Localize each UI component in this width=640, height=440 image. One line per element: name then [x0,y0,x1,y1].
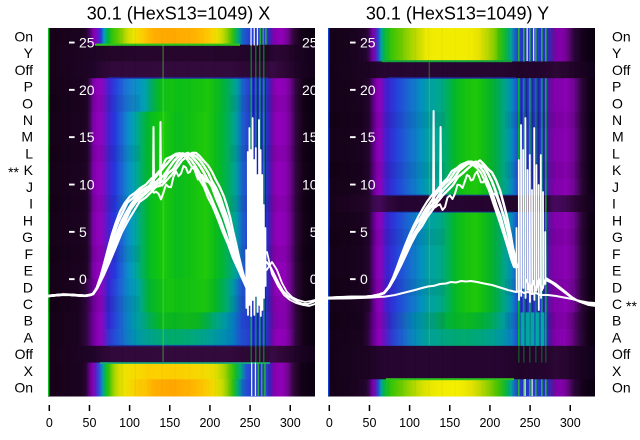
svg-text:150: 150 [159,416,180,430]
svg-text:Off: Off [612,62,631,78]
svg-text:K: K [24,162,34,178]
svg-text:Off: Off [15,346,34,362]
svg-text:E: E [612,263,621,279]
svg-text:L: L [612,146,620,162]
svg-text:300: 300 [560,416,581,430]
svg-text:C: C [23,296,33,312]
svg-text:50: 50 [363,416,377,430]
svg-text:250: 250 [520,416,541,430]
svg-text:F: F [24,246,33,262]
svg-text:L: L [25,146,33,162]
svg-text:50: 50 [83,416,97,430]
svg-text:N: N [612,112,622,128]
svg-text:10: 10 [302,177,318,193]
svg-text:Off: Off [15,62,34,78]
svg-text:0: 0 [310,271,318,287]
svg-text:20: 20 [302,82,318,98]
svg-text:N: N [23,112,33,128]
svg-text:**: ** [8,164,19,180]
svg-text:200: 200 [199,416,220,430]
svg-text:15: 15 [302,129,318,145]
svg-text:25: 25 [302,35,318,51]
svg-text:Y: Y [612,45,622,61]
svg-text:D: D [612,279,622,295]
svg-text:25: 25 [79,35,95,51]
svg-text:15: 15 [79,129,95,145]
svg-text:H: H [23,212,33,228]
svg-text:I: I [612,196,616,212]
svg-text:10: 10 [79,177,95,193]
svg-text:200: 200 [479,416,500,430]
svg-text:300: 300 [280,416,301,430]
svg-text:G: G [22,229,33,245]
svg-text:E: E [24,263,33,279]
svg-text:**: ** [626,298,637,314]
svg-text:5: 5 [310,224,318,240]
svg-text:P: P [612,79,621,95]
svg-text:100: 100 [119,416,140,430]
svg-text:J: J [26,179,33,195]
svg-text:X: X [612,363,622,379]
svg-text:B: B [24,313,33,329]
svg-text:On: On [14,28,33,44]
svg-text:J: J [612,179,619,195]
svg-text:C: C [612,296,622,312]
svg-text:B: B [612,313,621,329]
svg-text:Y: Y [24,45,34,61]
svg-text:25: 25 [360,35,376,51]
svg-text:M: M [612,129,624,145]
svg-text:D: D [23,279,33,295]
svg-text:P: P [24,79,33,95]
svg-text:150: 150 [439,416,460,430]
svg-text:G: G [612,229,623,245]
svg-text:I: I [29,196,33,212]
svg-text:Off: Off [612,346,631,362]
svg-text:On: On [14,380,33,396]
svg-text:A: A [24,330,34,346]
svg-text:On: On [612,380,631,396]
svg-text:5: 5 [360,224,368,240]
svg-text:15: 15 [360,129,376,145]
svg-text:A: A [612,330,622,346]
svg-text:On: On [612,28,631,44]
svg-text:20: 20 [79,82,95,98]
svg-text:H: H [612,212,622,228]
svg-text:X: X [24,363,34,379]
svg-text:0: 0 [360,271,368,287]
svg-text:0: 0 [326,416,333,430]
svg-text:30.1 (HexS13=1049) Y: 30.1 (HexS13=1049) Y [366,4,549,24]
svg-text:0: 0 [46,416,53,430]
svg-text:5: 5 [79,224,87,240]
svg-text:O: O [22,95,33,111]
svg-text:F: F [612,246,621,262]
svg-text:250: 250 [240,416,261,430]
svg-text:30.1 (HexS13=1049) X: 30.1 (HexS13=1049) X [87,4,271,24]
svg-text:M: M [21,129,33,145]
svg-text:100: 100 [399,416,420,430]
svg-text:20: 20 [360,82,376,98]
svg-text:0: 0 [79,271,87,287]
svg-text:O: O [612,95,623,111]
svg-text:10: 10 [360,177,376,193]
svg-text:K: K [612,162,622,178]
